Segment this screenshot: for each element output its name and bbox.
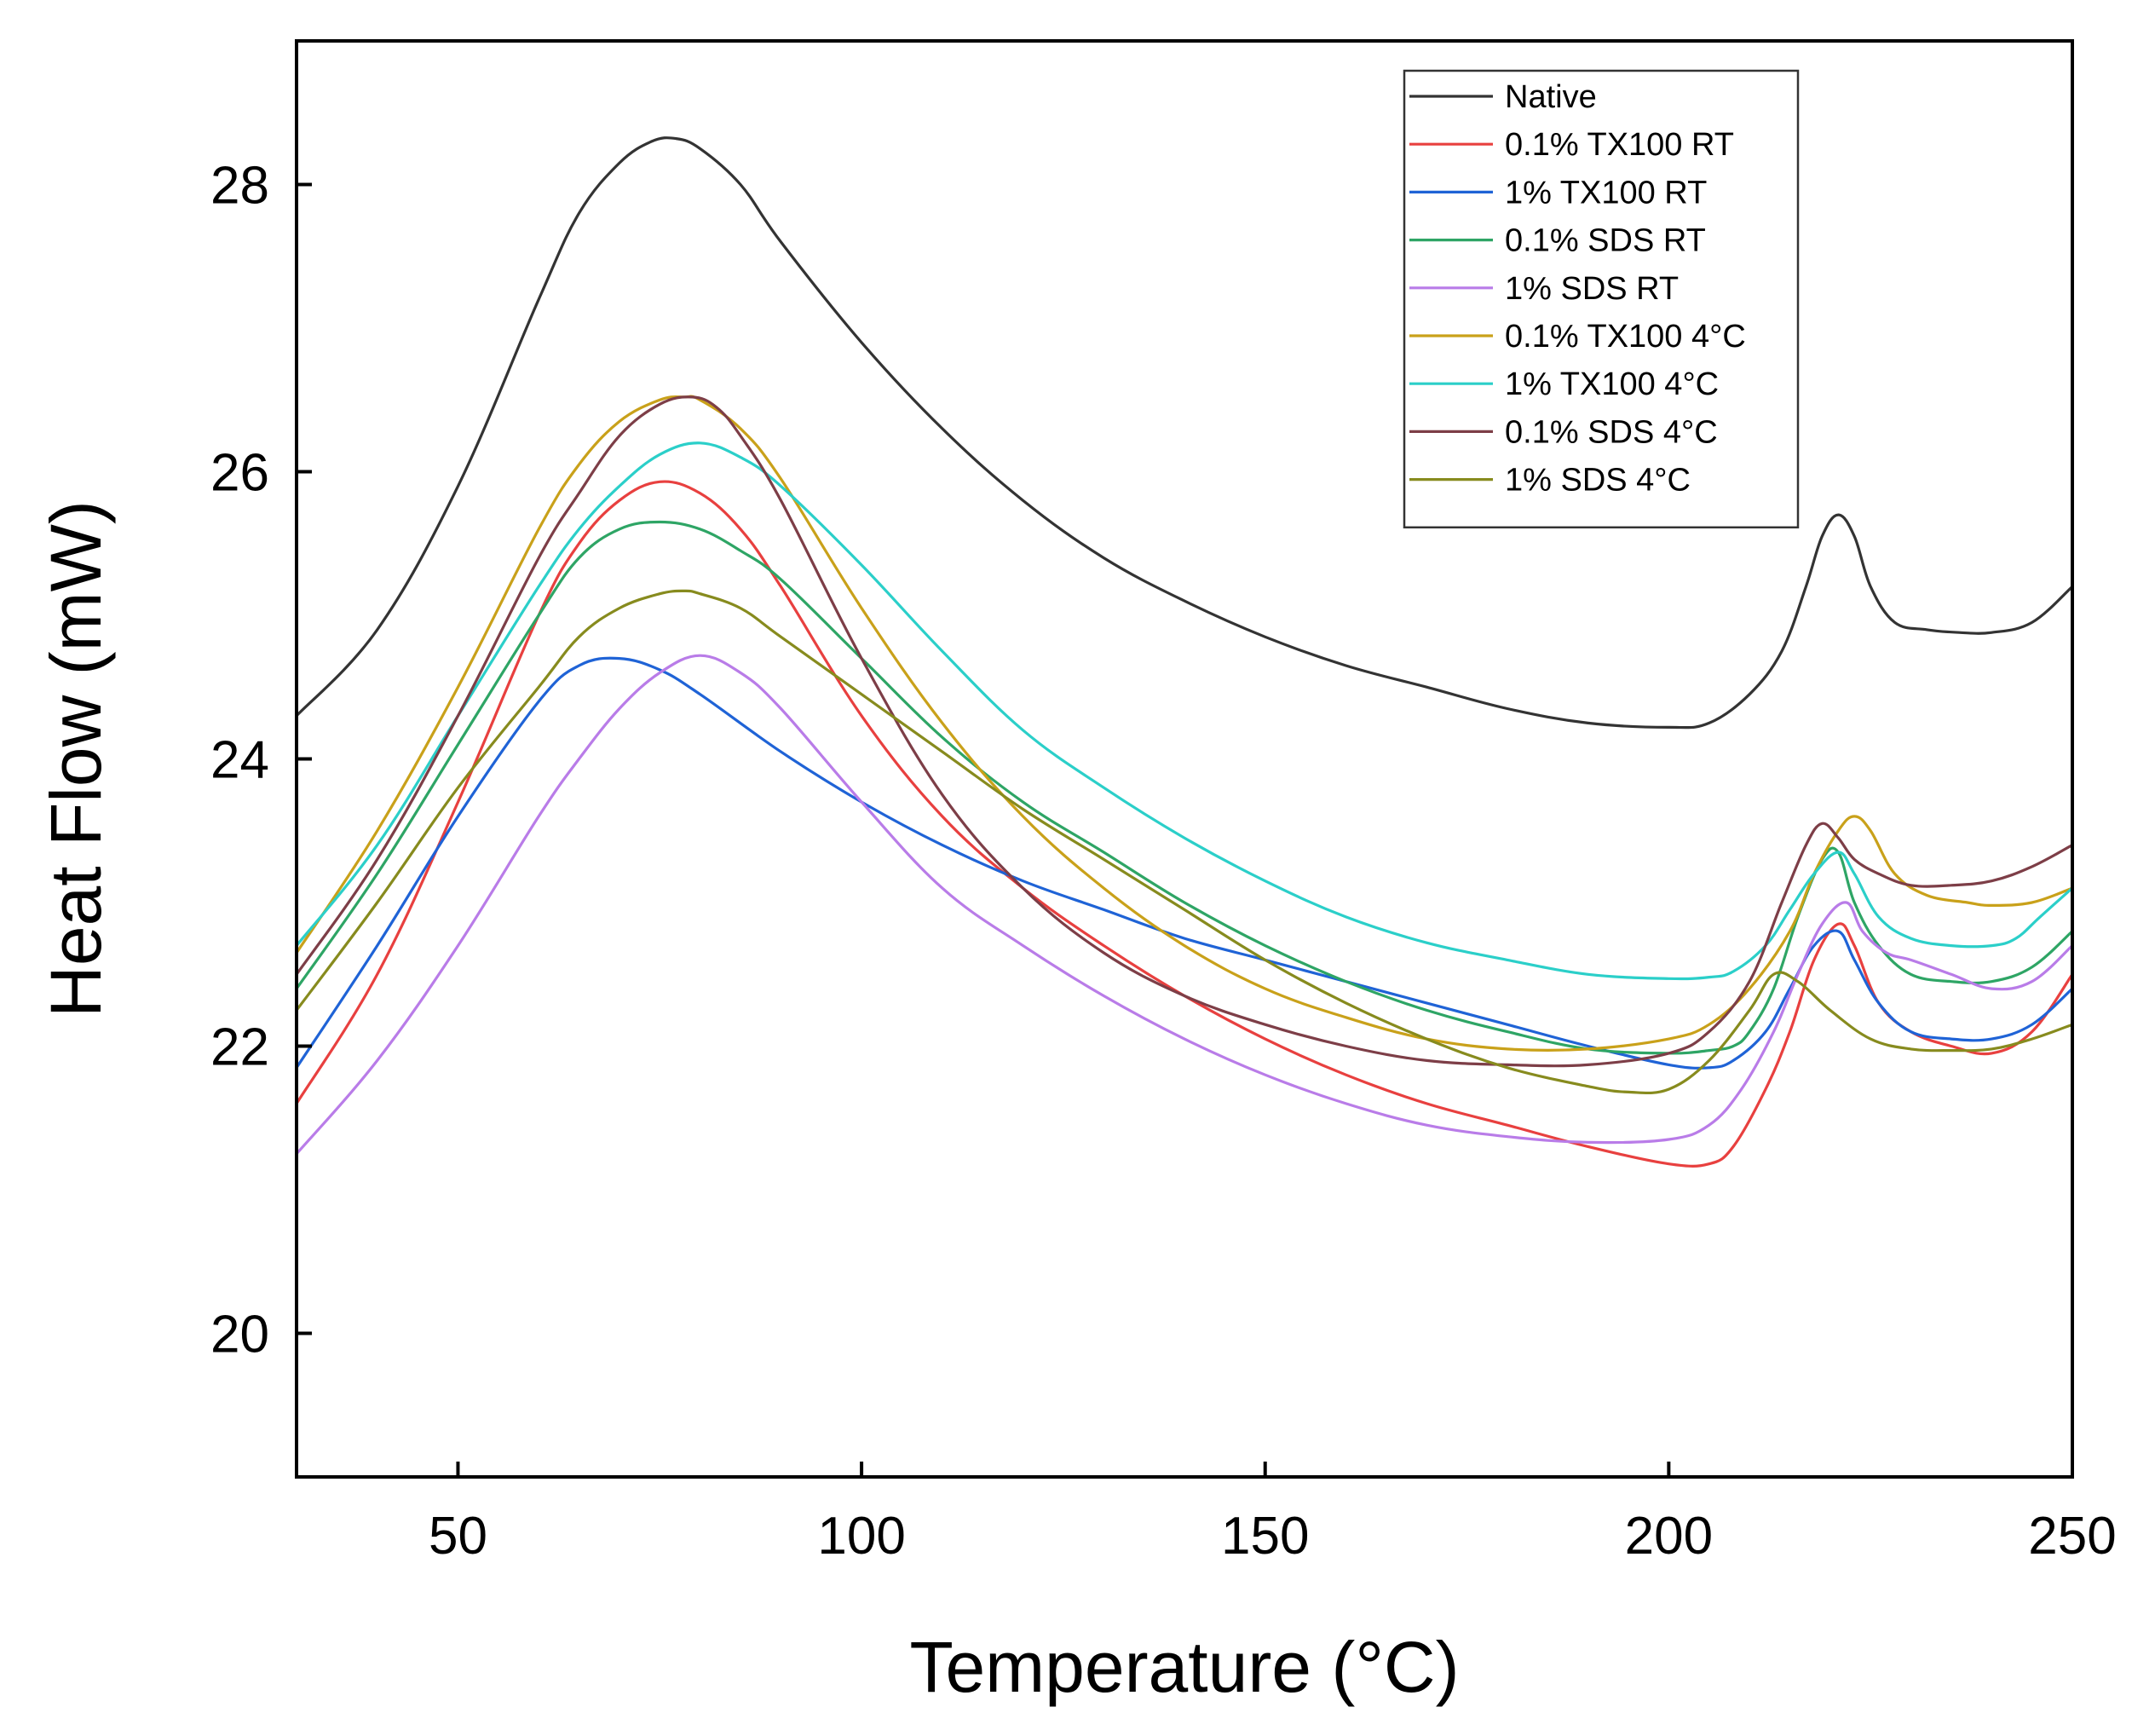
legend-label-7: 0.1% SDS 4°C: [1505, 414, 1718, 450]
legend-box: [1403, 69, 1800, 529]
y-axis-title: Heat Flow (mW): [36, 500, 116, 1018]
series-line-1: [295, 480, 2074, 1168]
legend-label-6: 1% TX100 4°C: [1505, 366, 1719, 402]
y-tick-label: 22: [210, 1018, 269, 1077]
legend-label-2: 1% TX100 RT: [1505, 175, 1707, 211]
series-line-8: [295, 589, 2074, 1095]
legend-label-0: Native: [1505, 79, 1597, 115]
series-line-3: [295, 520, 2074, 1055]
legend: Native 0.1% TX100 RT 1% TX100 RT 0.1% SDS R…: [1403, 69, 1800, 529]
legend-label-4: 1% SDS RT: [1505, 271, 1679, 307]
series-line-0: [295, 136, 2074, 730]
series-layer: [295, 136, 2074, 1168]
series-line-5: [295, 395, 2074, 1053]
series-line-6: [295, 441, 2074, 981]
series-line-4: [295, 654, 2074, 1156]
legend-label-1: 0.1% TX100 RT: [1505, 127, 1734, 163]
series-line-7: [295, 395, 2074, 1068]
x-tick-label: 250: [2028, 1507, 2116, 1566]
x-tick-label: 200: [1625, 1507, 1713, 1566]
x-tick-label: 150: [1221, 1507, 1309, 1566]
legend-label-3: 0.1% SDS RT: [1505, 223, 1706, 259]
x-tick-label: 100: [817, 1507, 905, 1566]
legend-label-5: 0.1% TX100 4°C: [1505, 319, 1746, 355]
y-tick-label: 20: [210, 1306, 269, 1364]
y-tick-label: 26: [210, 444, 269, 503]
x-tick-label: 50: [429, 1507, 487, 1566]
x-axis-title: Temperature (°C): [909, 1627, 1459, 1707]
axis-ticks: 50 100 150 200 250 20 22 24 26 28: [210, 157, 2117, 1566]
legend-label-8: 1% SDS 4°C: [1505, 463, 1691, 499]
y-tick-label: 28: [210, 157, 269, 216]
y-tick-label: 24: [210, 731, 269, 790]
series-line-2: [295, 656, 2074, 1070]
